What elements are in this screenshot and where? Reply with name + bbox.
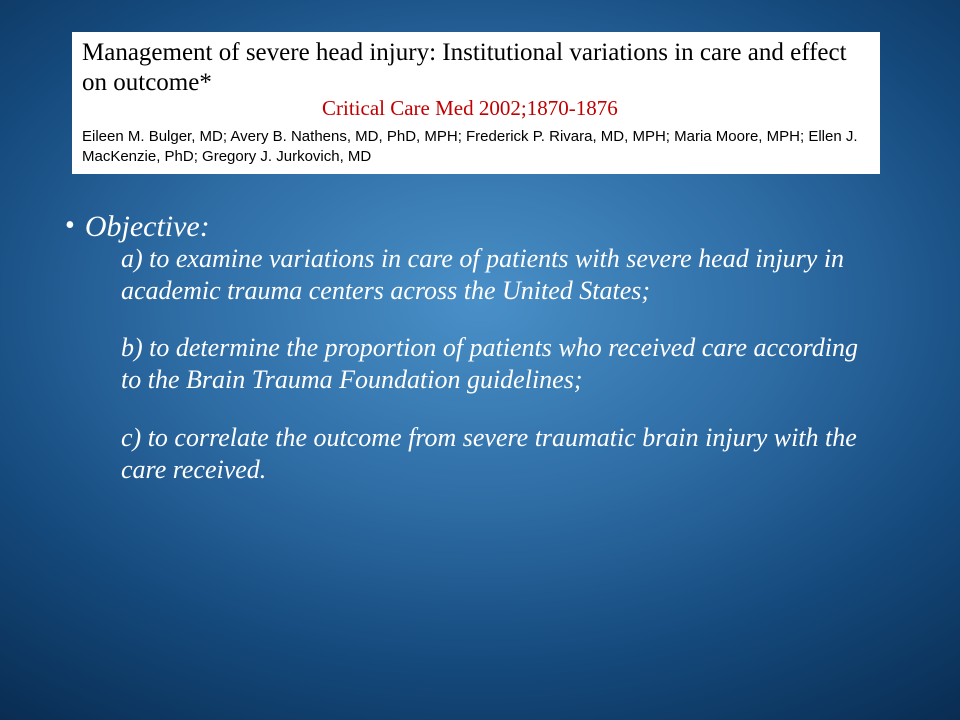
citation-journal: Critical Care Med 2002;1870-1876 bbox=[82, 96, 870, 121]
bullet-icon: • bbox=[65, 212, 75, 240]
citation-title: Management of severe head injury: Instit… bbox=[82, 38, 870, 98]
slide-content: • Objective: a) to examine variations in… bbox=[95, 210, 875, 485]
objective-heading: Objective: bbox=[85, 210, 210, 243]
citation-box: Management of severe head injury: Instit… bbox=[72, 32, 880, 174]
objective-b: b) to determine the proportion of patien… bbox=[121, 332, 875, 395]
citation-authors: Eileen M. Bulger, MD; Avery B. Nathens, … bbox=[82, 127, 870, 166]
objective-bullet: • Objective: bbox=[65, 210, 875, 243]
objective-c: c) to correlate the outcome from severe … bbox=[121, 422, 875, 485]
objective-a: a) to examine variations in care of pati… bbox=[121, 243, 875, 306]
